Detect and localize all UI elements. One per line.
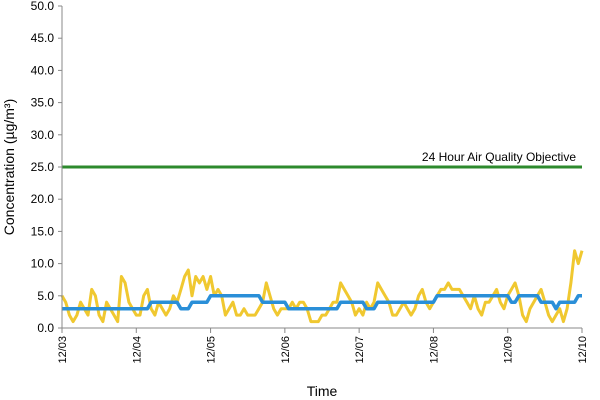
x-axis-title: Time [307,383,338,399]
x-tick-label: 12/06 [280,336,292,364]
x-tick-label: 12/04 [131,336,143,364]
x-tick-label: 12/03 [57,336,69,364]
x-tick-label: 12/05 [206,336,218,364]
objective-label: 24 Hour Air Quality Objective [422,150,576,164]
y-tick-label: 0.0 [37,321,54,335]
y-tick-label: 25.0 [31,160,55,174]
x-tick-labels: 12/03 12/04 12/05 12/06 12/07 12/08 12/09 12/10 [57,328,589,364]
rolling-average-line [62,294,582,311]
y-axis-title: Concentration (µg/m³) [1,99,17,235]
y-tick-label: 20.0 [31,192,55,206]
y-tick-label: 30.0 [31,128,55,142]
y-tick-label: 15.0 [31,224,55,238]
y-tick-label: 5.0 [37,289,54,303]
x-tick-label: 12/09 [503,336,515,364]
x-tick-label: 12/10 [577,336,589,364]
y-tick-label: 10.0 [31,257,55,271]
x-tick-label: 12/07 [354,336,366,364]
pm-concentration-line [60,249,584,324]
y-tick-label: 35.0 [31,96,55,110]
y-tick-label: 40.0 [31,63,55,77]
y-tick-label: 50.0 [31,0,55,13]
y-tick-labels: 0.0 5.0 10.0 15.0 20.0 25.0 30.0 35.0 40.0 45.0 50… [31,0,62,335]
y-tick-label: 45.0 [31,31,55,45]
series-layer [60,165,584,324]
x-tick-label: 12/08 [428,336,440,364]
